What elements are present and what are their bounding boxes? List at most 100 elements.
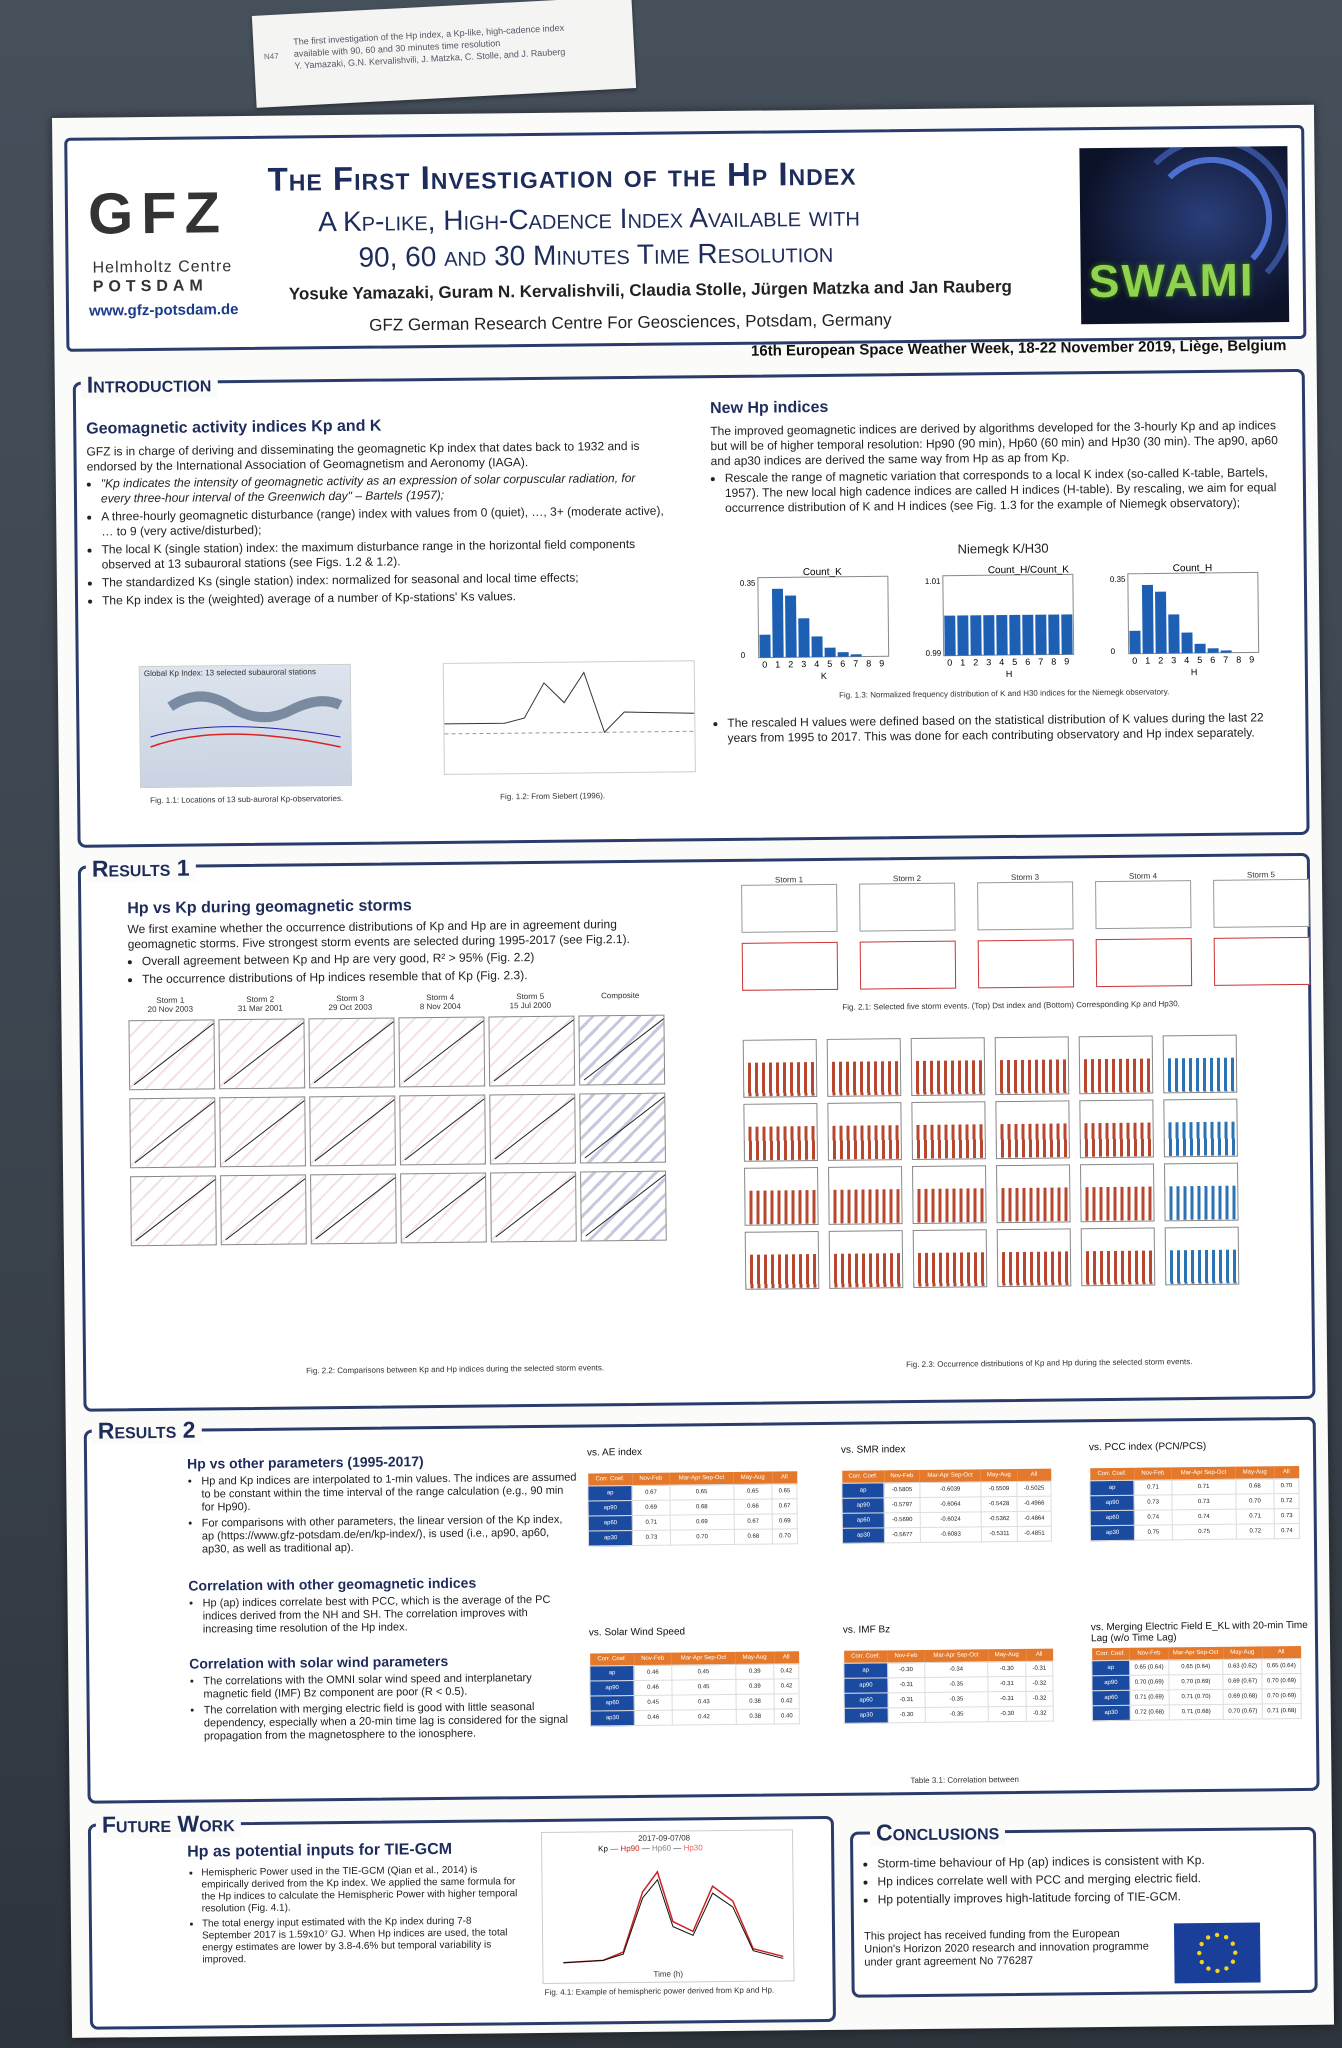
chart-ylabel: Count_K (803, 567, 842, 578)
chart-tick-label: 5 (827, 659, 832, 669)
chart-bar (1141, 584, 1154, 654)
table-cell: 0.70 (1235, 1493, 1275, 1510)
scatter-plot (488, 1015, 576, 1087)
table-header-cell: May-Aug (733, 1471, 772, 1485)
hp-chart-xlabel: Time (h) (653, 1969, 684, 1979)
table-cell: 0.70 (0.69) (1168, 1674, 1224, 1690)
table-cell: -0.5509 (980, 1481, 1018, 1497)
histogram (995, 1100, 1070, 1160)
table-cell: ap90 (1091, 1675, 1130, 1691)
table-cell: 0.72 (1274, 1493, 1300, 1509)
scatter-plot (310, 1173, 397, 1245)
chart-bar (1181, 632, 1193, 654)
table-cell: 0.45 (671, 1664, 736, 1681)
scatter-storm-headers: Storm 1 20 Nov 2003 Storm 2 31 Mar 2001 St… (128, 991, 662, 1015)
results1-title: Results 1 (85, 854, 196, 883)
table-cell: 0.74 (1274, 1523, 1300, 1539)
storm-panel: Storm 3 (977, 872, 1075, 989)
chart-bar (996, 615, 1008, 656)
scatter-plot (400, 1172, 487, 1244)
histogram (912, 1165, 987, 1225)
table-cell: 0.70 (0.67) (1223, 1703, 1263, 1720)
table-cell: ap60 (1090, 1510, 1135, 1526)
table-cell: 0.42 (774, 1693, 800, 1710)
chart-bar (1035, 614, 1047, 655)
table-header-cell: Corr. Coef. (587, 1472, 633, 1486)
kp-hp-plot (1095, 938, 1193, 988)
table-header-cell: All (1273, 1466, 1299, 1479)
table-header-cell: All (773, 1651, 799, 1665)
eu-flag-icon (1173, 1922, 1261, 1984)
table-cell: 0.42 (774, 1678, 800, 1695)
dst-plot (859, 882, 956, 932)
fig21-caption: Fig. 2.1: Selected five storm events. (T… (842, 999, 1180, 1012)
note-number: N47 (263, 51, 279, 62)
chart-bar (957, 615, 969, 656)
results2-bullets3: The correlations with the OMNI solar win… (189, 1670, 580, 1747)
chart-bar (970, 615, 982, 656)
table-cell: 0.67 (632, 1485, 670, 1501)
storm-label: Storm 5 15 Jul 2000 (488, 992, 572, 1011)
table-title: vs. SMR index (840, 1444, 906, 1456)
chart-bar (1168, 614, 1180, 654)
storm-date: 29 Oct 2003 (328, 1002, 373, 1013)
future-work-section: Hp as potential inputs for TIE-GCM Hemis… (87, 1815, 836, 2030)
table-header-cell: Nov-Feb (1129, 1647, 1169, 1661)
table-cell: 0.70 (772, 1528, 798, 1545)
chart-tick-label: 6 (840, 659, 845, 669)
correlation-table: Corr. Coef. Nov-Feb Mar-Apr Sep-Oct May-Aug… (1089, 1466, 1300, 1541)
chart-tick-label: 0 (1132, 656, 1137, 666)
chart-bar (811, 636, 823, 658)
future-sub: Hp as potential inputs for TIE-GCM (187, 1840, 453, 1861)
table-header-cell: May-Aug (735, 1651, 774, 1665)
kp-hp-plot (977, 939, 1075, 989)
chart-ylabel: Count_H (1173, 563, 1213, 574)
scatter-plot (490, 1171, 577, 1243)
histogram (996, 1228, 1072, 1288)
chart-tick-label: 2 (788, 659, 793, 669)
fig22-caption: Fig. 2.2: Comparisons between Kp and Hp … (306, 1363, 605, 1376)
chart-tick-label: 4 (814, 659, 819, 669)
table-cell: ap30 (1090, 1525, 1135, 1541)
chart-bar (837, 652, 849, 657)
table-cell: -0.30 (888, 1707, 926, 1723)
table-cell: -0.32 (1026, 1691, 1054, 1707)
table-cell: 0.68 (1235, 1478, 1275, 1495)
table-cell: ap90 (841, 1497, 885, 1514)
table-cell: -0.32 (1026, 1706, 1054, 1722)
eu-star-icon (1206, 1966, 1211, 1971)
table-cell: ap60 (588, 1515, 633, 1531)
results1-bullet: The occurrence distributions of Hp indic… (142, 966, 688, 987)
histogram (1078, 1035, 1154, 1095)
chart-tick-label: 2 (973, 657, 978, 667)
results1-para-text: We first examine whether the occurrence … (127, 917, 630, 952)
intro-bullet3: The rescaled H values were defined based… (713, 708, 1293, 749)
chart-tick-label: 3 (801, 659, 806, 669)
dst-plot (741, 883, 838, 933)
future-bullets: Hemispheric Power used in the TIE-GCM (Q… (187, 1862, 518, 1969)
intro-bullet: Rescale the range of magnetic variation … (725, 465, 1291, 516)
table-cell: -0.6039 (919, 1481, 981, 1498)
funding-statement: This project has received funding from t… (864, 1927, 1149, 1969)
chart-tick-label: 6 (1210, 655, 1215, 665)
eu-star-icon (1215, 1968, 1220, 1974)
table-cell: 0.67 (733, 1514, 773, 1530)
table-title: vs. PCC index (PCN/PCS) (1088, 1440, 1207, 1454)
storm-name: Storm 1 (156, 995, 185, 1005)
chart-tick-label: 0 (947, 658, 952, 668)
table-header-cell: Mar-Apr Sep-Oct (1171, 1466, 1236, 1480)
table-cell: ap30 (588, 1530, 633, 1546)
magnetogram-icon (444, 671, 695, 735)
chart-bar (1220, 650, 1232, 653)
intro-para2-text: The improved geomagnetic indices are der… (710, 418, 1278, 469)
table-title: vs. Solar Wind Speed (588, 1626, 686, 1639)
results2-bullet: The correlation with merging electric fi… (204, 1701, 580, 1744)
chart-tick-label: 5 (1012, 657, 1017, 667)
chart-ytick: 0 (741, 651, 746, 660)
chart-tick-label: 8 (1236, 655, 1241, 665)
chart-tick-label: 9 (1249, 654, 1254, 664)
scatter-plot (220, 1174, 307, 1246)
storm-date: 15 Jul 2000 (509, 1000, 552, 1011)
